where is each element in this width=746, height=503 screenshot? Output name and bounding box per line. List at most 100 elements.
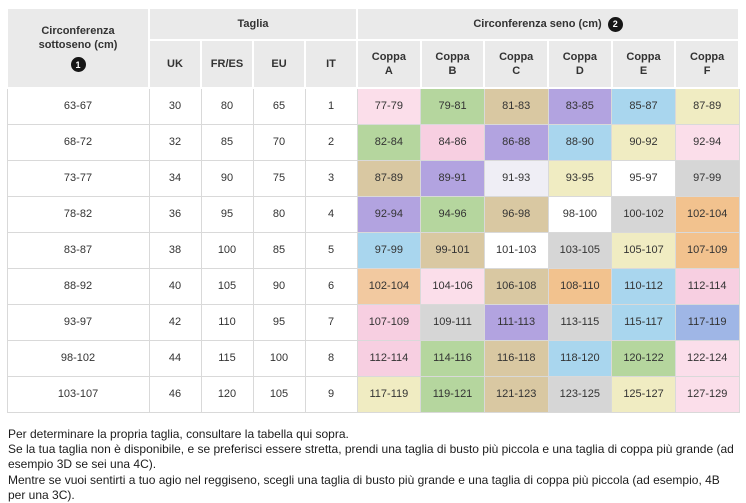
footer-line-2: Se la tua taglia non è disponibile, e se… (8, 442, 738, 473)
uk-size-cell: 36 (149, 196, 201, 232)
eu-size-cell: 70 (253, 124, 305, 160)
cup-f-cell: 127-129 (675, 376, 739, 412)
column-header-it: IT (305, 40, 357, 88)
uk-size-cell: 34 (149, 160, 201, 196)
underbust-cell: 68-72 (7, 124, 149, 160)
fr-es-size-cell: 110 (201, 304, 253, 340)
table-header-group-row: Circonferenza sottoseno (cm) 1 Taglia Ci… (7, 8, 739, 40)
underbust-cell: 73-77 (7, 160, 149, 196)
taglia-group-header: Taglia (149, 8, 357, 40)
cup-e-cell: 125-127 (612, 376, 676, 412)
cup-c-cell: 96-98 (484, 196, 548, 232)
uk-size-cell: 40 (149, 268, 201, 304)
cup-a-cell: 107-109 (357, 304, 421, 340)
cup-d-cell: 83-85 (548, 88, 612, 124)
column-header-coppa-a: Coppa A (357, 40, 421, 88)
underbust-cell: 103-107 (7, 376, 149, 412)
uk-size-cell: 32 (149, 124, 201, 160)
underbust-cell: 88-92 (7, 268, 149, 304)
cup-e-cell: 95-97 (612, 160, 676, 196)
underbust-header: Circonferenza sottoseno (cm) 1 (7, 8, 149, 88)
fr-es-size-cell: 90 (201, 160, 253, 196)
eu-size-cell: 95 (253, 304, 305, 340)
cup-e-cell: 85-87 (612, 88, 676, 124)
fr-es-size-cell: 100 (201, 232, 253, 268)
cup-d-cell: 93-95 (548, 160, 612, 196)
column-header-coppa-f: Coppa F (675, 40, 739, 88)
cup-c-cell: 111-113 (484, 304, 548, 340)
underbust-header-stack: Circonferenza sottoseno (cm) 1 (8, 24, 148, 73)
column-header-coppa-b: Coppa B (421, 40, 485, 88)
it-size-cell: 3 (305, 160, 357, 196)
bust-group-header: Circonferenza seno (cm) 2 (357, 8, 739, 40)
uk-size-cell: 38 (149, 232, 201, 268)
bust-group-header-inline: Circonferenza seno (cm) 2 (473, 17, 622, 32)
underbust-cell: 63-67 (7, 88, 149, 124)
cup-a-cell: 102-104 (357, 268, 421, 304)
column-header-coppa-e: Coppa E (612, 40, 676, 88)
underbust-cell: 98-102 (7, 340, 149, 376)
cup-c-cell: 81-83 (484, 88, 548, 124)
cup-c-cell: 86-88 (484, 124, 548, 160)
cup-c-cell: 116-118 (484, 340, 548, 376)
eu-size-cell: 90 (253, 268, 305, 304)
it-size-cell: 8 (305, 340, 357, 376)
cup-e-cell: 110-112 (612, 268, 676, 304)
cup-f-cell: 107-109 (675, 232, 739, 268)
uk-size-cell: 30 (149, 88, 201, 124)
cup-c-cell: 106-108 (484, 268, 548, 304)
cup-c-cell: 121-123 (484, 376, 548, 412)
cup-d-cell: 113-115 (548, 304, 612, 340)
footer-line-1: Per determinare la propria taglia, consu… (8, 427, 738, 442)
underbust-cell: 83-87 (7, 232, 149, 268)
cup-a-cell: 97-99 (357, 232, 421, 268)
cup-d-cell: 123-125 (548, 376, 612, 412)
cup-f-cell: 102-104 (675, 196, 739, 232)
cup-b-cell: 84-86 (421, 124, 485, 160)
bust-group-header-label: Circonferenza seno (cm) (473, 18, 601, 30)
fr-es-size-cell: 80 (201, 88, 253, 124)
cup-e-cell: 115-117 (612, 304, 676, 340)
cup-b-cell: 99-101 (421, 232, 485, 268)
fr-es-size-cell: 105 (201, 268, 253, 304)
bra-size-table: Circonferenza sottoseno (cm) 1 Taglia Ci… (6, 7, 740, 413)
cup-d-cell: 103-105 (548, 232, 612, 268)
cup-f-cell: 87-89 (675, 88, 739, 124)
cup-f-cell: 112-114 (675, 268, 739, 304)
fr-es-size-cell: 115 (201, 340, 253, 376)
cup-a-cell: 87-89 (357, 160, 421, 196)
column-header-uk: UK (149, 40, 201, 88)
cup-c-cell: 101-103 (484, 232, 548, 268)
it-size-cell: 9 (305, 376, 357, 412)
cup-d-cell: 118-120 (548, 340, 612, 376)
fr-es-size-cell: 85 (201, 124, 253, 160)
footer-line-3: Mentre se vuoi sentirti a tuo agio nel r… (8, 473, 738, 503)
uk-size-cell: 46 (149, 376, 201, 412)
cup-b-cell: 94-96 (421, 196, 485, 232)
eu-size-cell: 85 (253, 232, 305, 268)
cup-e-cell: 105-107 (612, 232, 676, 268)
size-advice-text: Per determinare la propria taglia, consu… (6, 413, 740, 503)
cup-b-cell: 109-111 (421, 304, 485, 340)
uk-size-cell: 42 (149, 304, 201, 340)
it-size-cell: 4 (305, 196, 357, 232)
cup-c-cell: 91-93 (484, 160, 548, 196)
eu-size-cell: 105 (253, 376, 305, 412)
it-size-cell: 7 (305, 304, 357, 340)
eu-size-cell: 100 (253, 340, 305, 376)
uk-size-cell: 44 (149, 340, 201, 376)
cup-a-cell: 112-114 (357, 340, 421, 376)
underbust-cell: 78-82 (7, 196, 149, 232)
fr-es-size-cell: 95 (201, 196, 253, 232)
cup-f-cell: 122-124 (675, 340, 739, 376)
cup-a-cell: 92-94 (357, 196, 421, 232)
cup-a-cell: 77-79 (357, 88, 421, 124)
